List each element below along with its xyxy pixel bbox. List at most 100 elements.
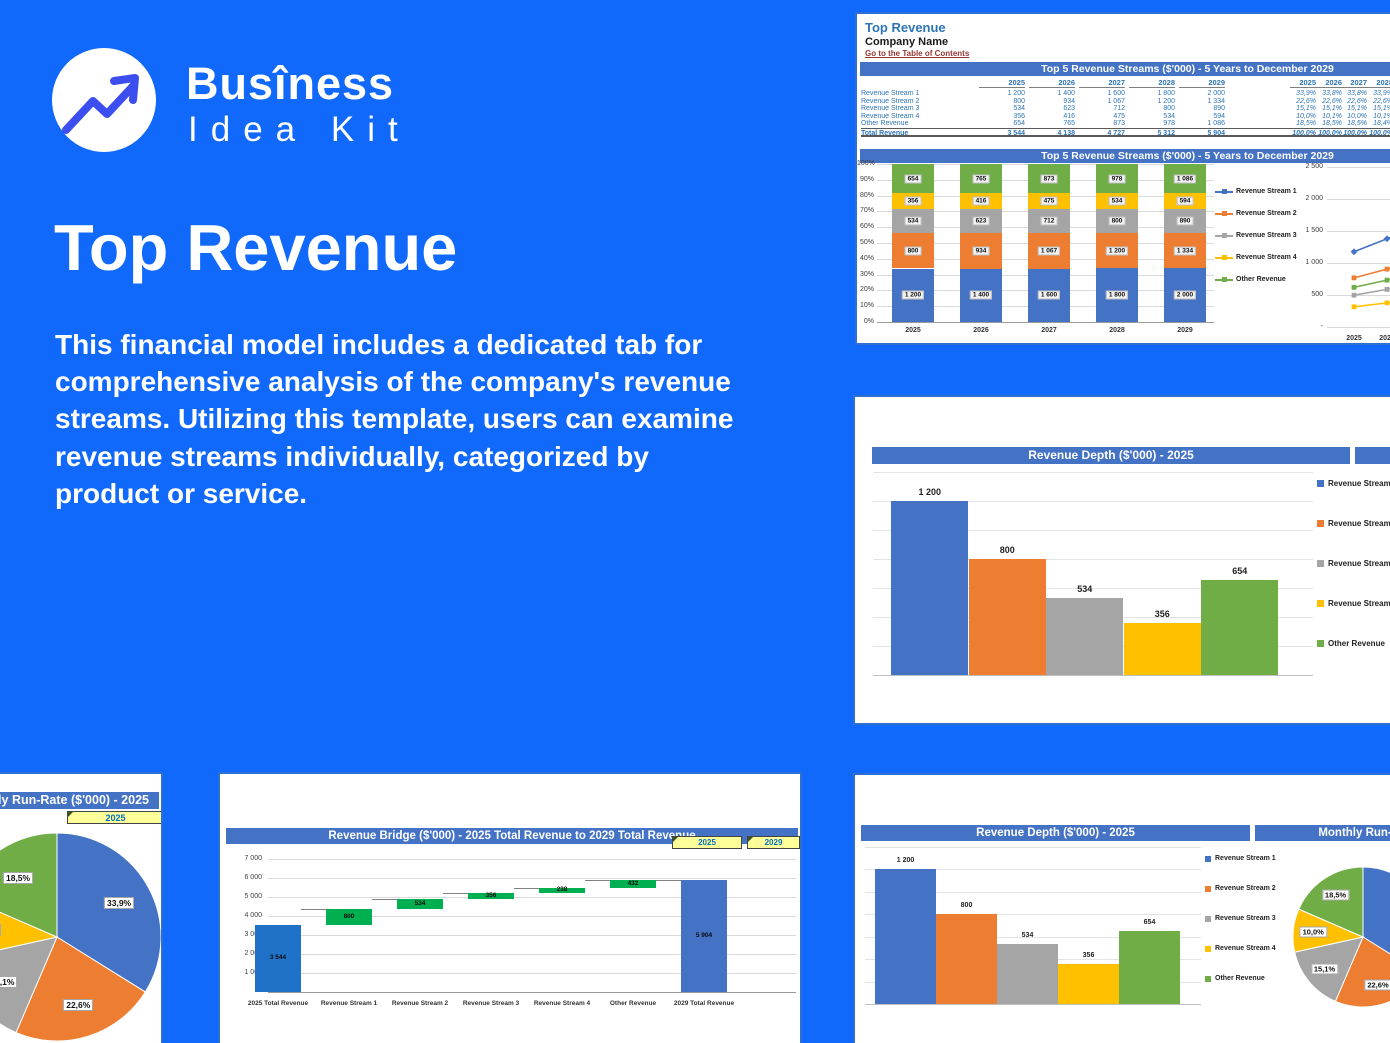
stacked-segment-label: 1 200 <box>901 290 925 300</box>
depth-grid-line <box>865 891 1201 893</box>
bridge-year-to-dropdown[interactable]: 2029 <box>747 836 800 849</box>
depth-runrate-panel: Revenue Depth ($'000) - 2025 Monthly Run… <box>853 773 1390 1043</box>
table-cell-pct: 15,1% <box>1322 105 1342 113</box>
stacked-segment-label: 1 400 <box>969 290 993 300</box>
line-grid <box>1327 199 1390 200</box>
table-total-pct: 100,0% <box>1292 129 1316 137</box>
table-cell-value: 800 <box>1163 105 1175 113</box>
legend-marker <box>1222 232 1227 238</box>
legend-item: Revenue Stream 3 <box>1215 232 1297 239</box>
table-cell-value: 1 600 <box>1107 90 1125 97</box>
table-cell-pct: 18,5% <box>1322 120 1342 128</box>
legend-label: Revenue Stream 2 <box>1215 885 1276 892</box>
legend-item: Revenue Stream 4 <box>1215 254 1297 261</box>
bridge-value-label: 800 <box>343 913 355 921</box>
bridge-year-from-value: 2025 <box>698 838 716 847</box>
bridge-x-label: 2025 Total Revenue <box>247 1000 309 1007</box>
table-cell-pct: 33,8% <box>1322 90 1342 97</box>
stacked-y-tick: 0% <box>863 318 874 325</box>
table-row-label: Revenue Stream 3 <box>861 105 920 113</box>
bridge-title-bar: Revenue Bridge ($'000) - 2025 Total Reve… <box>226 828 798 844</box>
bridge-x-label: Revenue Stream 2 <box>391 1000 449 1007</box>
table-cell-value: 534 <box>1163 112 1175 120</box>
depth-grid-line <box>873 559 1313 560</box>
table-cell-pct: 10,0% <box>1347 112 1367 120</box>
table-cell-pct: 33,9% <box>1296 90 1316 97</box>
table-of-contents-link[interactable]: Go to the Table of Contents <box>865 49 970 58</box>
depth-bar <box>1201 580 1278 675</box>
bridge-year-from-dropdown[interactable]: 2025 <box>672 836 742 849</box>
trend-arrow-icon <box>62 74 139 134</box>
table-total-pct: 100,0% <box>1343 129 1367 137</box>
run-rate-title-bar: Monthly Run-Rate ($'000) - 2025 <box>0 792 159 809</box>
depth-grid-line <box>865 936 1201 938</box>
brand-subname: Idea Kit <box>188 110 411 149</box>
bridge-y-tick: 3 000 <box>244 931 262 938</box>
pie-slice-label: 33,9% <box>104 896 135 909</box>
stacked-segment-label: 1 067 <box>1037 246 1061 256</box>
table-row-label: Revenue Stream 2 <box>861 97 920 105</box>
depth-bar <box>1119 930 1180 1004</box>
table-cell-pct: 33,8% <box>1347 90 1367 97</box>
table-cell-pct: 15,1% <box>1373 105 1390 113</box>
bridge-connector <box>372 899 397 901</box>
legend-marker <box>1222 254 1227 260</box>
legend-item: Revenue Stream 1 <box>1317 479 1390 488</box>
stacked-segment-label: 800 <box>904 246 922 256</box>
depth-value-label: 800 <box>999 545 1015 555</box>
legend-item: Other Revenue <box>1317 639 1385 648</box>
bridge-connector <box>301 909 326 911</box>
legend-label: Other Revenue <box>1215 975 1265 982</box>
stacked-segment-label: 623 <box>972 216 990 226</box>
stacked-segment-label: 475 <box>1040 196 1058 206</box>
bridge-value-label: 432 <box>627 879 639 887</box>
legend-item: Revenue Stream 1 <box>1215 188 1297 195</box>
stacked-chart-legend: Revenue Stream 1 Revenue Stream 2 Revenue … <box>857 14 1390 343</box>
table-total-label: Total Revenue <box>861 129 909 137</box>
bridge-bar <box>397 899 443 910</box>
legend-item: Revenue Stream 1 <box>1205 855 1276 862</box>
line-grid <box>1327 167 1390 168</box>
bridge-y-tick: 2 000 <box>244 950 262 957</box>
table-cell-value: 623 <box>1063 105 1075 113</box>
stacked-segment-label: 978 <box>1108 174 1126 184</box>
depth-bar <box>936 914 997 1004</box>
bridge-grid-line <box>268 897 796 898</box>
table-cell-pct: 10,0% <box>1296 112 1316 120</box>
legend-line <box>1215 210 1233 216</box>
stacked-segment-label: 873 <box>1040 174 1058 184</box>
depth-grid-line <box>865 869 1201 871</box>
year-selector-dropdown[interactable]: 2025 <box>67 811 161 824</box>
bridge-y-tick: 6 000 <box>244 874 262 881</box>
table-pct-year-header: 2027 <box>1341 78 1367 88</box>
stacked-y-tick: 70% <box>859 207 874 215</box>
depth-value-label: 654 <box>1143 918 1156 926</box>
legend-item: Other Revenue <box>1215 276 1286 283</box>
table-cell-value: 765 <box>1063 120 1075 128</box>
legend-swatch <box>1317 600 1324 607</box>
table-cell-pct: 22,6% <box>1322 97 1342 105</box>
line-grid <box>1327 231 1390 232</box>
header-bar-fragment <box>1355 447 1390 464</box>
bridge-x-label: Revenue Stream 4 <box>533 1000 591 1007</box>
legend-label: Other Revenue <box>1236 276 1286 283</box>
stacked-y-tick: 30% <box>859 270 874 278</box>
stacked-segment-label: 800 <box>1108 216 1126 226</box>
year-selector-value: 2025 <box>105 812 126 823</box>
stacked-segment-label: 890 <box>1176 216 1194 226</box>
table-cell-pct: 10,1% <box>1322 112 1342 120</box>
table-pct-year-header: 2028 <box>1367 78 1390 88</box>
line-chart-svg <box>1350 235 1390 310</box>
table-total-pct: 100,0% <box>1318 129 1342 137</box>
legend-item: Revenue Stream 2 <box>1215 210 1297 217</box>
table-pct-year-header: 2026 <box>1316 78 1342 88</box>
table-cell-value: 873 <box>1113 120 1125 128</box>
stacked-grid-line <box>877 322 1214 323</box>
depth-value-label: 1 200 <box>896 857 915 865</box>
stacked-segment-label: 534 <box>1108 196 1126 206</box>
table-cell-pct: 22,6% <box>1373 97 1390 105</box>
pie-slice-label: 22,6% <box>63 998 94 1011</box>
table-cell-value: 934 <box>1063 97 1075 105</box>
